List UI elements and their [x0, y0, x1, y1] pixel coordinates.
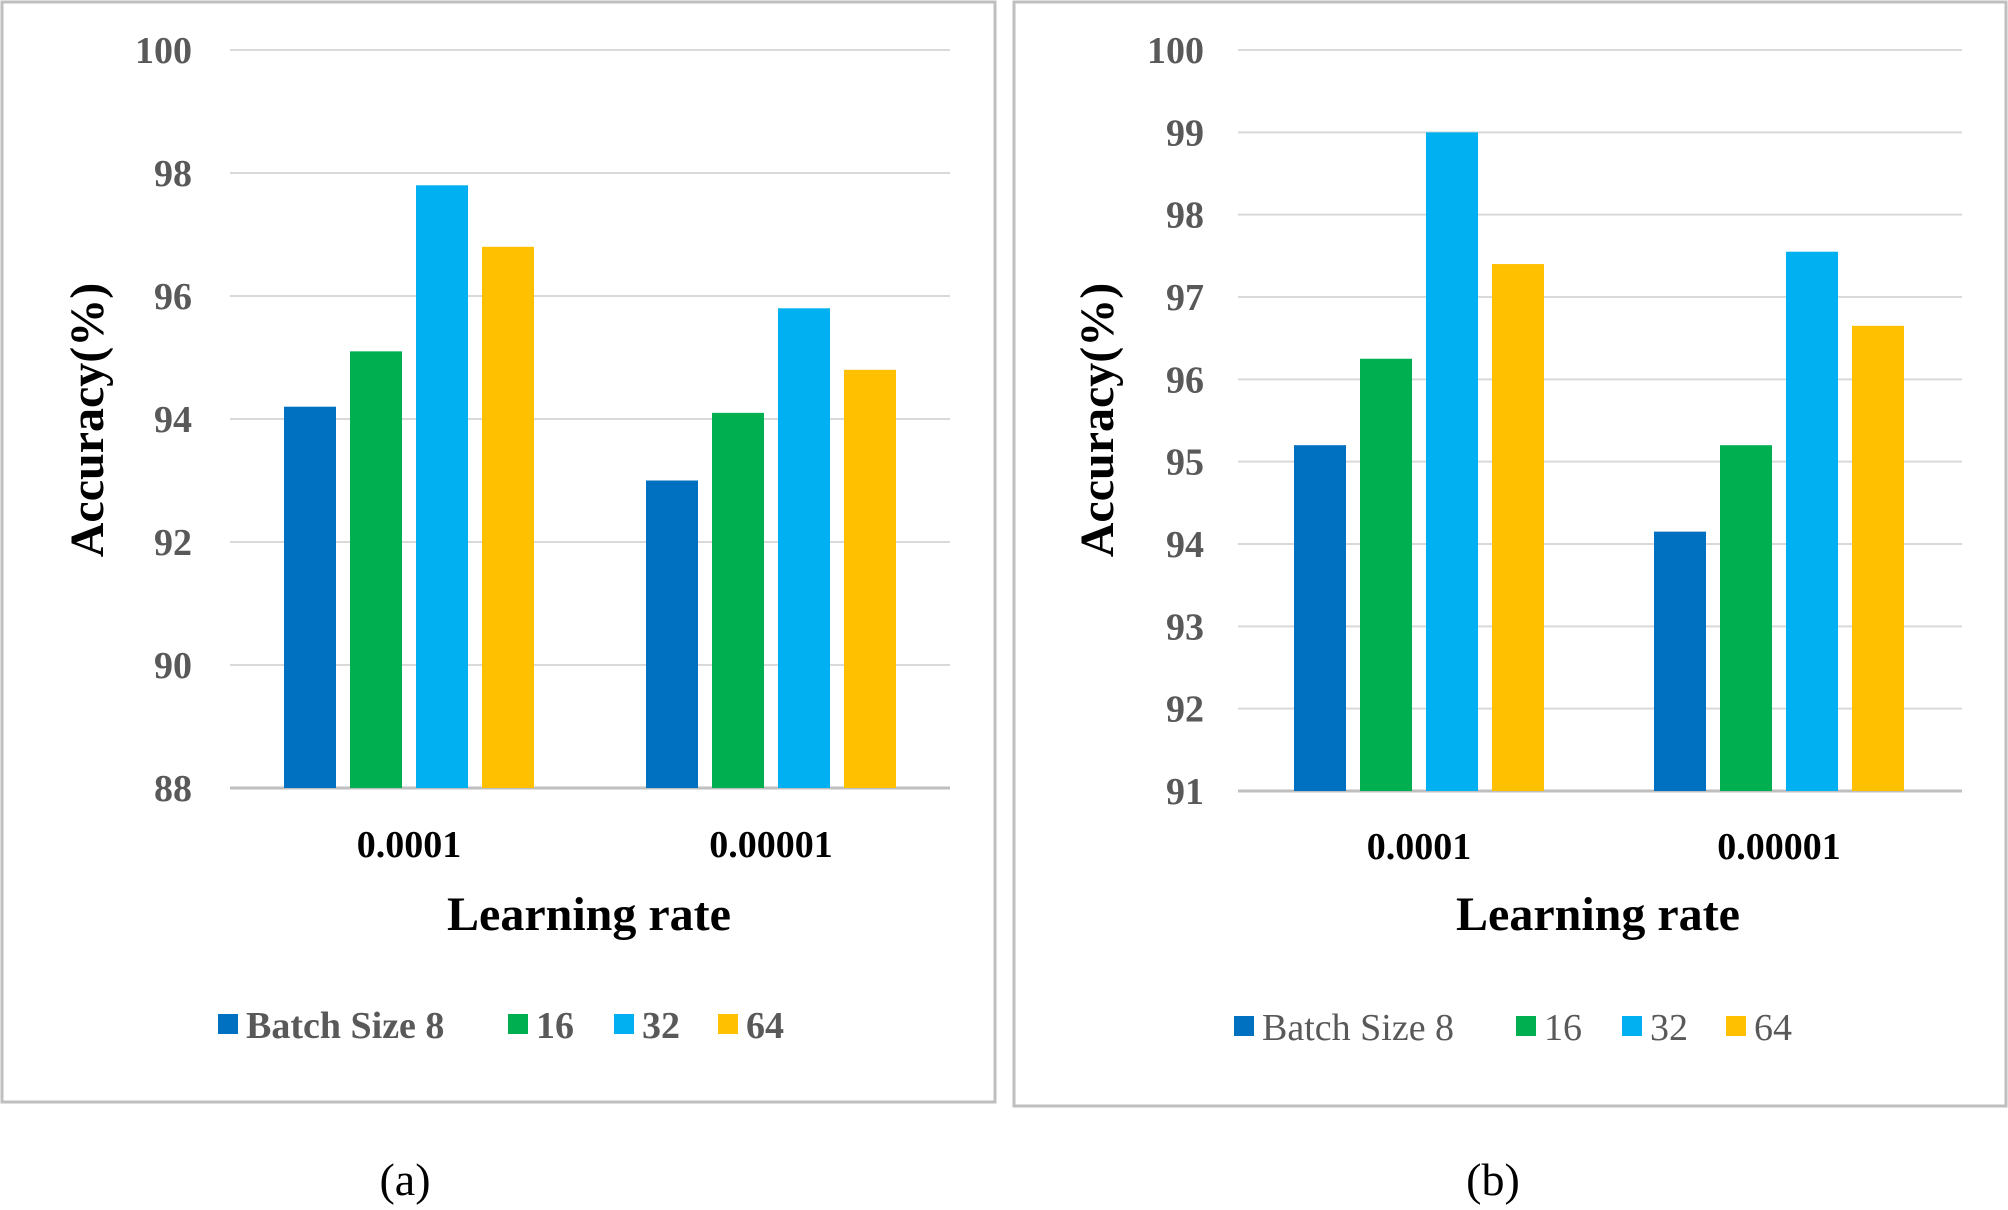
legend-label: 16 — [1544, 1007, 1582, 1049]
bar-32-0.0001 — [416, 185, 468, 789]
bar-64-0.0001 — [1492, 264, 1544, 792]
y-tick-label: 91 — [1166, 771, 1204, 813]
chart-panel-b: 91 92 93 94 95 96 97 98 99 100 0.0001 0.00001 Accu… — [1012, 0, 2008, 1205]
x-category-label: 0.00001 — [1717, 826, 1841, 868]
y-tick-labels: 88 90 92 94 96 98 100 — [135, 30, 192, 810]
legend: Batch Size 8 16 32 64 — [1234, 1007, 1792, 1049]
bar-64-0.00001 — [844, 369, 896, 788]
y-tick-label: 95 — [1166, 442, 1204, 484]
bar-32-0.00001 — [1786, 251, 1838, 791]
y-axis-title: Accuracy(%) — [1071, 283, 1124, 558]
legend-swatch — [718, 1014, 738, 1034]
bars — [1294, 132, 1904, 792]
x-category-label: 0.0001 — [357, 824, 462, 866]
y-tick-label: 93 — [1166, 606, 1204, 648]
y-tick-label: 96 — [1166, 359, 1204, 401]
bar-64-0.00001 — [1852, 325, 1904, 791]
legend-label: 64 — [746, 1005, 784, 1047]
legend-swatch — [1234, 1016, 1254, 1036]
panel-caption: (b) — [1466, 1154, 1520, 1205]
legend-swatch — [1516, 1016, 1536, 1036]
bars — [284, 185, 896, 789]
x-category-label: 0.0001 — [1367, 826, 1472, 868]
bar-batch-size-8-0.00001 — [1654, 531, 1706, 791]
y-tick-label: 94 — [154, 399, 192, 441]
panel-caption: (a) — [379, 1154, 430, 1205]
legend-swatch — [218, 1014, 238, 1034]
legend-label: 32 — [642, 1005, 680, 1047]
legend-swatch — [1622, 1016, 1642, 1036]
legend-label: Batch Size 8 — [246, 1005, 444, 1047]
y-tick-label: 92 — [154, 522, 192, 564]
y-tick-label: 88 — [154, 768, 192, 810]
y-tick-label: 100 — [1147, 30, 1204, 72]
legend-label: Batch Size 8 — [1262, 1007, 1454, 1049]
y-tick-label: 90 — [154, 645, 192, 687]
y-tick-label: 94 — [1166, 524, 1204, 566]
x-axis-title: Learning rate — [1456, 888, 1740, 941]
x-axis-title: Learning rate — [447, 888, 731, 941]
legend-swatch — [1726, 1016, 1746, 1036]
y-tick-label: 97 — [1166, 277, 1204, 319]
bar-32-0.00001 — [778, 308, 830, 788]
bar-batch-size-8-0.0001 — [1294, 445, 1346, 791]
x-category-label: 0.00001 — [709, 824, 833, 866]
x-category-labels: 0.0001 0.00001 — [1367, 826, 1841, 868]
legend: Batch Size 8 16 32 64 — [218, 1005, 784, 1047]
bar-16-0.00001 — [712, 412, 764, 788]
gridlines — [1238, 49, 1962, 793]
bar-batch-size-8-0.0001 — [284, 406, 336, 788]
bar-16-0.0001 — [1360, 358, 1412, 791]
bar-32-0.0001 — [1426, 132, 1478, 792]
y-axis-title: Accuracy(%) — [61, 283, 114, 558]
y-tick-label: 98 — [1166, 195, 1204, 237]
legend-label: 32 — [1650, 1007, 1688, 1049]
y-tick-label: 100 — [135, 30, 192, 72]
bar-batch-size-8-0.00001 — [646, 480, 698, 788]
y-tick-label: 99 — [1166, 112, 1204, 154]
y-tick-label: 92 — [1166, 689, 1204, 731]
bar-16-0.0001 — [350, 351, 402, 788]
legend-label: 64 — [1754, 1007, 1792, 1049]
legend-swatch — [508, 1014, 528, 1034]
x-category-labels: 0.0001 0.00001 — [357, 824, 833, 866]
chart-panel-a: 88 90 92 94 96 98 100 0.0001 0.00001 Accuracy(%… — [0, 0, 997, 1205]
y-tick-label: 96 — [154, 276, 192, 318]
bar-64-0.0001 — [482, 246, 534, 789]
legend-label: 16 — [536, 1005, 574, 1047]
y-tick-labels: 91 92 93 94 95 96 97 98 99 100 — [1147, 30, 1204, 813]
legend-swatch — [614, 1014, 634, 1034]
y-tick-label: 98 — [154, 153, 192, 195]
bar-16-0.00001 — [1720, 445, 1772, 791]
